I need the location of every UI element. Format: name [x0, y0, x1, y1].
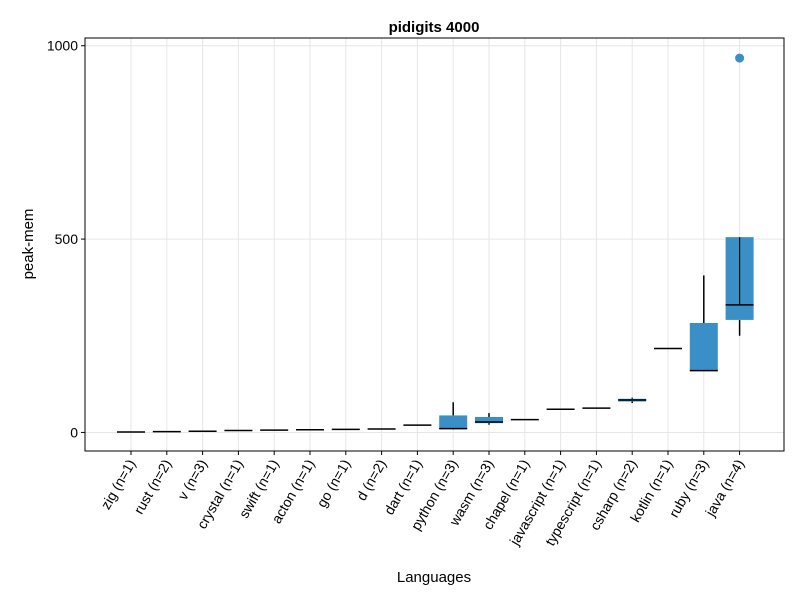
y-tick-label: 500	[55, 231, 79, 247]
box-9	[439, 402, 468, 430]
box-16	[689, 275, 718, 372]
y-tick-label: 0	[70, 424, 78, 440]
box-body	[475, 416, 503, 424]
y-axis-ticks: 0 500 1000	[47, 38, 85, 440]
y-axis-label: peak-mem	[20, 209, 37, 280]
grid-lines	[85, 38, 784, 451]
box-17	[725, 237, 754, 336]
box-14	[618, 397, 647, 404]
box-marks	[117, 53, 754, 433]
y-tick-label: 1000	[47, 38, 78, 54]
x-axis-label: Languages	[397, 569, 471, 586]
box-10	[475, 413, 503, 425]
box-body	[689, 323, 718, 371]
box-body	[439, 415, 468, 429]
chart-title: pidigits 4000	[389, 19, 480, 36]
outlier-point	[735, 53, 745, 63]
plot-frame	[84, 37, 785, 452]
